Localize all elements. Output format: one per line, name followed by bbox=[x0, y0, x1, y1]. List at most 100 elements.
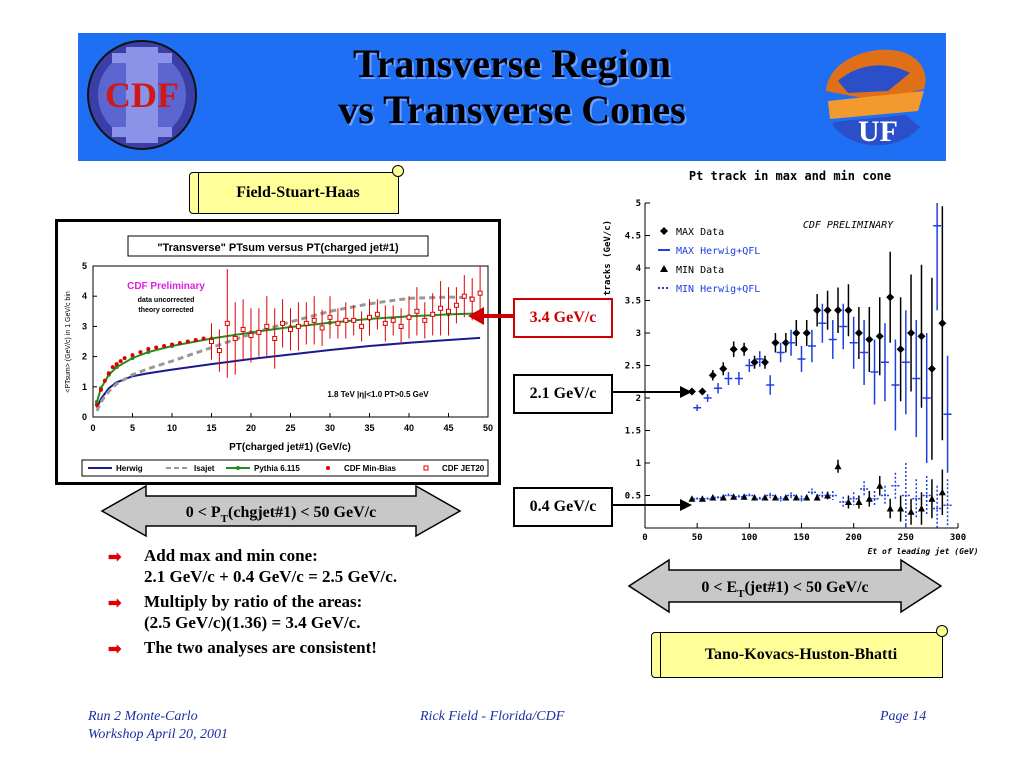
jet20-point bbox=[430, 311, 436, 317]
min-bias-point bbox=[114, 362, 119, 367]
y-tick-label: 4.5 bbox=[625, 232, 641, 242]
x-tick-label: 0 bbox=[642, 533, 647, 543]
jet20-point bbox=[319, 325, 325, 331]
min-data-point bbox=[730, 493, 738, 500]
max-data-point bbox=[760, 358, 769, 367]
min-bias-point bbox=[98, 387, 103, 392]
title-line-1: Transverse Region bbox=[352, 41, 672, 86]
jet20-point bbox=[288, 326, 293, 332]
min-data-point bbox=[824, 492, 832, 499]
bullet-list: ➡ Add max and min cone: 2.1 GeV/c + 0.4 … bbox=[108, 545, 528, 662]
max-data-point bbox=[896, 345, 905, 354]
max-data-point bbox=[729, 345, 738, 354]
min-bias-point bbox=[106, 371, 111, 376]
x-tick-label: 100 bbox=[741, 533, 757, 543]
callout-2-1: 2.1 GeV/c bbox=[513, 374, 613, 414]
cdf-preliminary-note: CDF Preliminary bbox=[127, 281, 205, 292]
x-axis-label: PT(charged jet#1) (GeV/c) bbox=[229, 442, 351, 453]
right-chart: Pt track in max and min cone 0 50 100 150 200… bbox=[603, 169, 978, 556]
jet20-point bbox=[303, 320, 309, 326]
min-data-point bbox=[876, 482, 884, 489]
min-data-point bbox=[719, 493, 727, 501]
slide-title: Transverse Region vs Transverse Cones bbox=[78, 41, 946, 133]
y-tick-label: 5 bbox=[82, 261, 87, 271]
jet20-point bbox=[461, 293, 467, 299]
y-tick-label: 5 bbox=[636, 199, 641, 209]
max-data-point bbox=[771, 338, 780, 347]
min-bias-point bbox=[94, 402, 99, 407]
x-tick-label: 45 bbox=[443, 423, 453, 433]
min-bias-point bbox=[146, 347, 151, 352]
y-tick-label: 0.5 bbox=[625, 492, 641, 502]
max-data-point bbox=[719, 364, 728, 373]
legend-label: CDF Min-Bias bbox=[344, 464, 397, 473]
min-bias-point bbox=[185, 339, 190, 344]
min-data-point bbox=[813, 493, 821, 501]
jet20-point bbox=[216, 348, 222, 354]
x-tick-label: 40 bbox=[404, 423, 414, 433]
y-tick-label: 0 bbox=[82, 412, 87, 422]
max-data-point bbox=[886, 293, 895, 302]
chart-title-box bbox=[127, 235, 429, 257]
jet20-point bbox=[311, 317, 317, 323]
right-range-arrow: 0 < ET(jet#1) < 50 GeV/c bbox=[627, 558, 943, 614]
min-bias-point bbox=[170, 342, 174, 347]
pythia-point bbox=[130, 356, 135, 361]
left-chart: "Transverse" PTsum versus PT(charged jet… bbox=[65, 235, 493, 477]
jet20-point bbox=[438, 305, 444, 311]
uf-logo: UF bbox=[826, 49, 926, 148]
y-tick-label: 4 bbox=[82, 291, 87, 301]
max-data-point bbox=[907, 329, 916, 337]
x-tick-label: 300 bbox=[950, 533, 966, 543]
pythia-point bbox=[114, 365, 119, 370]
series-line-0 bbox=[96, 336, 481, 409]
min-data-point bbox=[865, 495, 873, 502]
uf-logo-text: UF bbox=[858, 115, 898, 148]
legend-swatch bbox=[660, 227, 668, 235]
field-stuart-haas-label: Field-Stuart-Haas bbox=[189, 165, 404, 214]
jet20-point bbox=[209, 339, 214, 344]
max-data-point bbox=[844, 306, 853, 315]
min-bias-point bbox=[162, 344, 167, 349]
jet20-point bbox=[327, 314, 333, 320]
footer-page: Page 14 bbox=[880, 709, 927, 724]
title-banner: Transverse Region vs Transverse Cones CD… bbox=[78, 33, 946, 161]
jet20-point bbox=[477, 290, 483, 296]
footer-center: Rick Field - Florida/CDF bbox=[420, 709, 565, 724]
callout-0-4: 0.4 GeV/c bbox=[513, 487, 613, 527]
y-tick-label: 3 bbox=[82, 321, 87, 331]
cdf-logo: CDF bbox=[87, 40, 197, 150]
pythia-point bbox=[146, 350, 151, 355]
y-axis-label: pt tracks (GeV/c) bbox=[603, 220, 613, 312]
min-bias-point bbox=[154, 345, 159, 350]
legend-label: CDF JET20 bbox=[442, 464, 485, 473]
max-data-point bbox=[708, 371, 717, 380]
arrow-3-4-head bbox=[468, 307, 484, 325]
max-data-point bbox=[834, 306, 843, 315]
arrow-2-1-head bbox=[680, 386, 692, 398]
jet20-point bbox=[280, 320, 286, 326]
jet20-point bbox=[272, 335, 278, 341]
jet20-point bbox=[382, 320, 388, 326]
x-tick-label: 50 bbox=[692, 533, 703, 543]
left-range-arrow: 0 < PT(chgjet#1) < 50 GeV/c bbox=[100, 484, 462, 538]
energy-note: 1.8 TeV |η|<1.0 PT>0.5 GeV bbox=[327, 390, 429, 399]
min-data-point bbox=[688, 495, 696, 502]
right-arrow-icon: ➡ bbox=[108, 549, 122, 566]
title-line-2: vs Transverse Cones bbox=[338, 87, 686, 132]
arrow-0-4-head bbox=[680, 499, 692, 511]
jet20-point bbox=[414, 308, 420, 314]
tano-kovacs-label: Tano-Kovacs-Huston-Bhatti bbox=[651, 625, 948, 678]
min-data-point bbox=[886, 505, 894, 512]
right-range-text: 0 < ET(jet#1) < 50 GeV/c bbox=[701, 579, 868, 600]
min-data-point bbox=[917, 505, 925, 512]
pythia-point bbox=[94, 399, 99, 404]
max-data-point bbox=[854, 329, 863, 337]
min-data-point bbox=[938, 488, 946, 496]
max-data-point bbox=[687, 387, 696, 396]
bullet-2: ➡ Multiply by ratio of the areas: (2.5 G… bbox=[108, 592, 363, 632]
max-data-point bbox=[813, 306, 822, 315]
callout-3-4: 3.4 GeV/c bbox=[513, 298, 613, 338]
x-tick-label: 200 bbox=[846, 533, 862, 543]
min-bias-point bbox=[177, 341, 182, 346]
